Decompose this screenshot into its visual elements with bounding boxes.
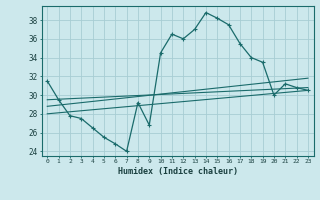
X-axis label: Humidex (Indice chaleur): Humidex (Indice chaleur): [118, 167, 237, 176]
